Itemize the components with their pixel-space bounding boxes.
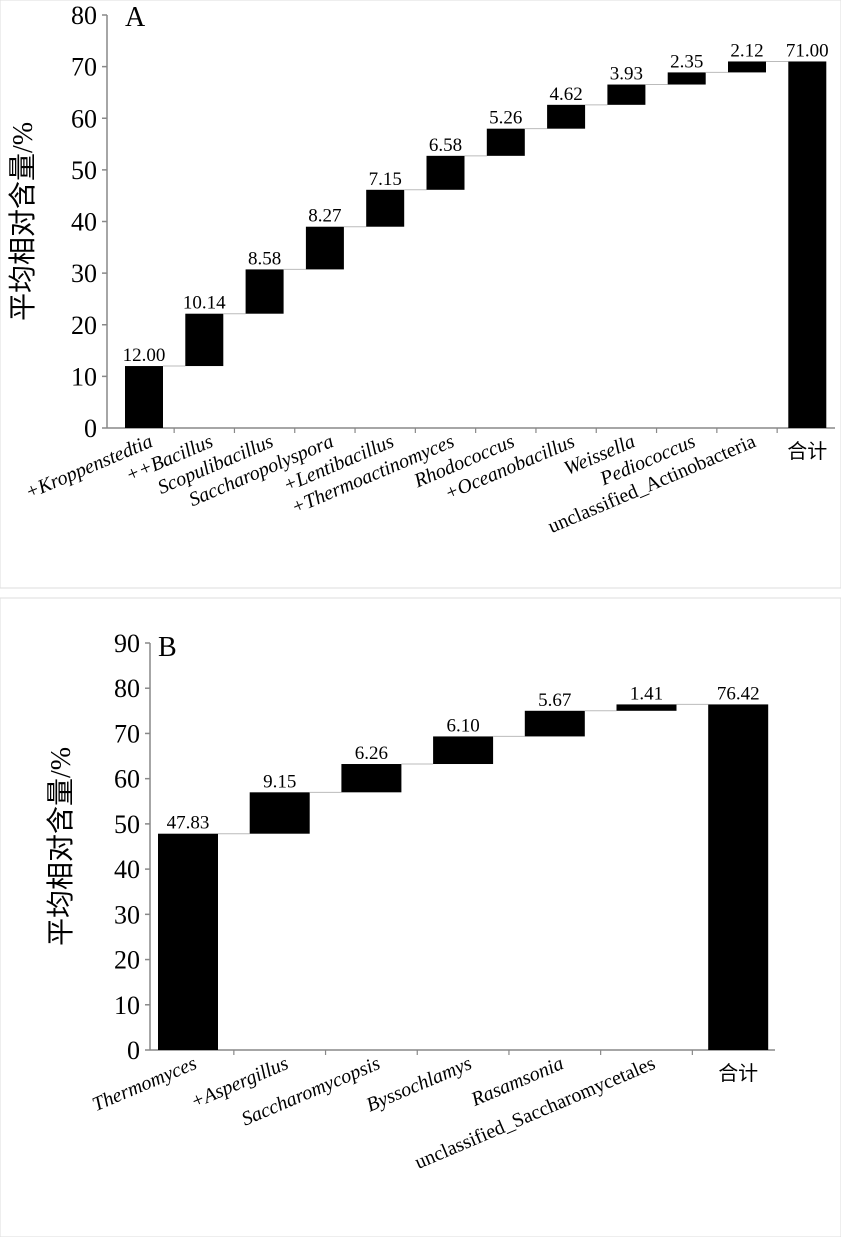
y-tick-label: 30: [71, 259, 97, 288]
data-label: 8.58: [248, 248, 281, 269]
y-axis-title: 平均相对含量/%: [7, 122, 39, 321]
data-label: 4.62: [549, 84, 582, 105]
y-tick-label: 70: [71, 53, 97, 82]
bar: [616, 704, 677, 711]
y-tick-label: 50: [71, 156, 97, 185]
data-label: 76.42: [717, 683, 760, 704]
y-tick-label: 40: [71, 208, 97, 237]
y-axis-title: 平均相对含量/%: [45, 747, 77, 946]
y-tick-label: 70: [114, 719, 140, 748]
data-label: 12.00: [123, 345, 166, 366]
y-tick-label: 80: [114, 674, 140, 703]
bar: [305, 226, 344, 270]
bar: [547, 104, 586, 129]
y-tick-label: 30: [114, 900, 140, 929]
bar: [607, 84, 646, 105]
panel-a-background: [0, 0, 841, 589]
bar: [158, 833, 218, 1050]
data-label: 6.58: [429, 135, 462, 156]
bar: [728, 61, 766, 73]
data-label: 47.83: [167, 813, 210, 834]
data-label: 6.26: [355, 743, 388, 764]
total-bar: [788, 61, 827, 429]
y-tick-label: 0: [127, 1036, 140, 1065]
y-tick-label: 40: [114, 855, 140, 884]
y-tick-label: 50: [114, 810, 140, 839]
bar: [185, 313, 224, 367]
y-tick-label: 0: [84, 414, 97, 443]
data-label: 1.41: [630, 683, 663, 704]
x-category-label: 合计: [787, 440, 827, 463]
bar: [426, 155, 465, 190]
bar: [433, 736, 494, 765]
y-tick-label: 20: [71, 311, 97, 340]
data-label: 3.93: [610, 64, 643, 85]
data-label: 6.10: [446, 715, 479, 736]
data-label: 9.15: [263, 771, 296, 792]
bar: [341, 764, 402, 793]
bar: [125, 366, 163, 428]
bar: [486, 128, 525, 156]
panel-label: A: [125, 2, 146, 33]
panel-label: B: [158, 632, 177, 663]
x-category-label: 合计: [718, 1062, 758, 1085]
bar: [249, 792, 310, 834]
data-label: 2.35: [670, 51, 703, 72]
data-label: 2.12: [730, 40, 763, 61]
y-tick-label: 90: [114, 629, 140, 658]
y-tick-label: 10: [114, 991, 140, 1020]
y-tick-label: 60: [114, 765, 140, 794]
total-bar: [708, 704, 769, 1050]
y-tick-label: 20: [114, 946, 140, 975]
data-label: 5.26: [489, 108, 522, 129]
bar: [667, 72, 706, 85]
y-tick-label: 60: [71, 104, 97, 133]
y-tick-label: 80: [71, 1, 97, 30]
data-label: 5.67: [538, 690, 571, 711]
bar: [245, 269, 284, 314]
data-label: 8.27: [308, 206, 341, 227]
y-tick-label: 10: [71, 362, 97, 391]
bar: [524, 710, 585, 737]
bar: [366, 189, 405, 227]
data-label: 7.15: [369, 169, 402, 190]
data-label: 71.00: [786, 40, 829, 61]
data-label: 10.14: [183, 293, 226, 314]
